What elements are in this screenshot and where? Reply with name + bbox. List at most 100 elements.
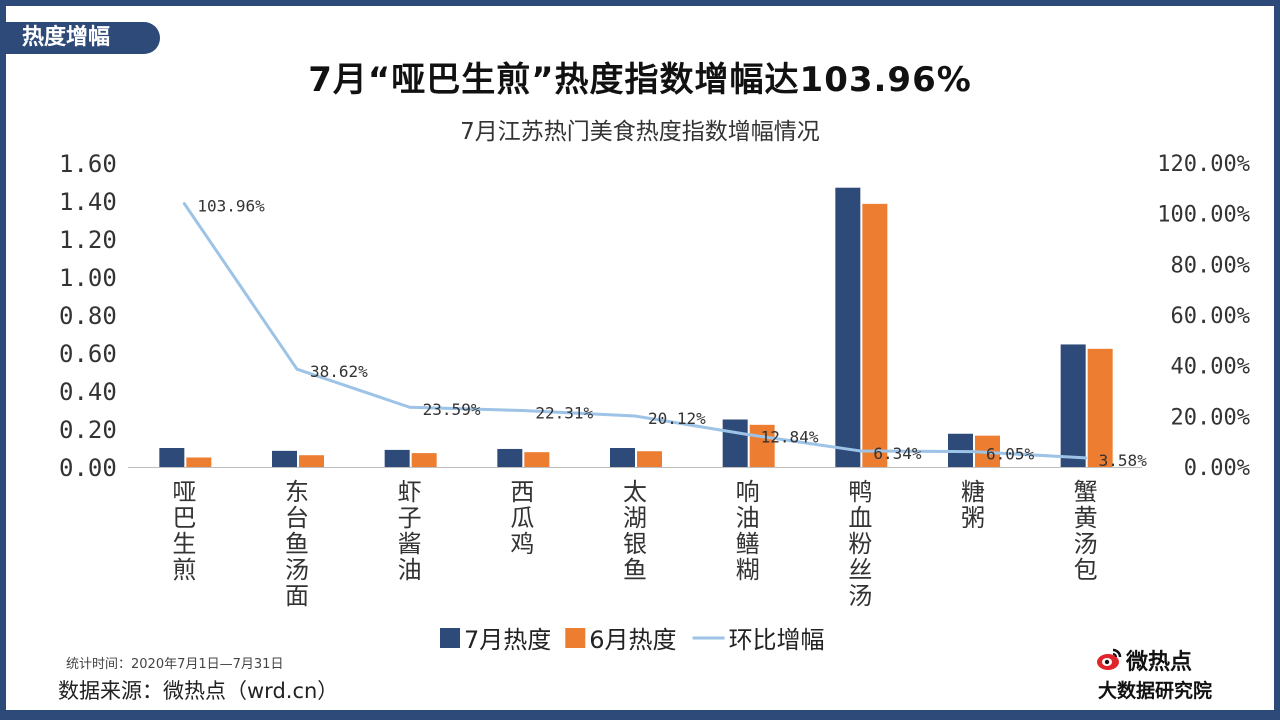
- growth-point: [1084, 456, 1088, 460]
- bar-july: [272, 450, 297, 467]
- chart-title: 7月江苏热门美食热度指数增幅情况: [460, 119, 820, 145]
- weibo-eye-icon: [1097, 648, 1122, 670]
- y-right-tick: 80.00%: [1171, 253, 1250, 278]
- brand-logo: 微热点 大数据研究院: [1096, 646, 1246, 702]
- y-left-tick: 0.20: [59, 416, 117, 444]
- bar-july: [497, 448, 523, 467]
- growth-data-label: 103.96%: [197, 197, 265, 216]
- x-tick-label-char: 粉: [848, 530, 872, 558]
- x-tick-label-char: 哑: [172, 478, 196, 506]
- y-right-tick: 100.00%: [1157, 203, 1250, 228]
- growth-data-label: 23.59%: [423, 400, 481, 419]
- y-right-tick: 0.00%: [1184, 456, 1250, 481]
- bar-july: [384, 449, 410, 467]
- data-source: 数据来源：微热点（wrd.cn）: [58, 679, 339, 703]
- growth-data-label: 20.12%: [648, 409, 706, 428]
- bar-july: [722, 419, 748, 467]
- growth-data-label: 38.62%: [310, 362, 368, 381]
- brand-name: 微热点: [1126, 650, 1193, 675]
- legend-label: 7月热度: [464, 626, 551, 654]
- legend-label: 环比增幅: [729, 626, 825, 654]
- y-right-tick: 60.00%: [1171, 304, 1250, 329]
- brand-top: 微热点: [1096, 646, 1193, 675]
- growth-point: [633, 414, 637, 418]
- y-left-tick: 0.60: [59, 340, 117, 368]
- y-left-tick: 1.20: [59, 226, 117, 254]
- bar-june: [862, 203, 888, 467]
- x-tick-label-char: 湖: [623, 504, 647, 532]
- y-right-tick: 120.00%: [1157, 152, 1250, 177]
- x-tick-label-char: 糖: [961, 478, 985, 506]
- x-tick-label-char: 东: [285, 478, 309, 506]
- x-tick-label-char: 巴: [172, 504, 196, 532]
- x-tick-label-char: 糊: [736, 556, 760, 584]
- growth-point: [182, 202, 186, 206]
- x-tick-label-char: 汤: [1074, 530, 1098, 558]
- growth-data-label: 22.31%: [535, 403, 593, 422]
- x-tick-label-char: 银: [623, 530, 647, 558]
- growth-point: [746, 432, 750, 436]
- y-left-tick: 0.00: [59, 454, 117, 482]
- x-tick-label-char: 丝: [848, 556, 872, 584]
- stat-period: 统计时间：2020年7月1日—7月31日: [66, 657, 284, 672]
- growth-point: [295, 367, 299, 371]
- x-tick-label-char: 面: [285, 582, 309, 610]
- growth-data-label: 6.05%: [986, 445, 1035, 464]
- x-tick-label-char: 生: [172, 530, 196, 558]
- growth-line: [183, 202, 1086, 460]
- main-title: 7月“哑巴生煎”热度指数增幅达103.96%: [308, 60, 972, 100]
- x-tick-label-char: 子: [398, 504, 422, 532]
- growth-data-label: 12.84%: [761, 427, 819, 446]
- x-tick-label-char: 鱼: [285, 530, 309, 558]
- x-tick-label-char: 汤: [848, 582, 872, 610]
- y-left-tick: 1.00: [59, 264, 117, 292]
- growth-data-label: 3.58%: [1099, 451, 1148, 470]
- x-tick-label-char: 粥: [961, 504, 985, 532]
- growth-data-label: 6.34%: [873, 444, 922, 463]
- y-left-tick: 1.40: [59, 188, 117, 216]
- growth-point: [520, 408, 524, 412]
- x-tick-label-char: 太: [623, 478, 647, 506]
- x-tick-label-char: 虾: [398, 478, 422, 506]
- x-tick-label-char: 蟹: [1074, 478, 1098, 506]
- x-tick-label-char: 黄: [1074, 504, 1098, 532]
- bar-june: [299, 455, 324, 467]
- x-tick-label-char: 鳝: [736, 530, 760, 558]
- x-tick-label-char: 煎: [172, 556, 196, 584]
- x-tick-label-char: 油: [398, 556, 422, 584]
- growth-point: [408, 405, 412, 409]
- y-right-tick: 20.00%: [1171, 405, 1250, 430]
- x-tick-label-char: 台: [285, 504, 309, 532]
- growth-point: [858, 449, 862, 453]
- brand-institute: 大数据研究院: [1098, 680, 1213, 702]
- bar-june: [749, 424, 775, 467]
- x-tick-label-char: 酱: [398, 530, 422, 558]
- y-left-tick: 0.80: [59, 302, 117, 330]
- bar-july: [835, 187, 861, 467]
- legend-label: 6月热度: [589, 626, 676, 654]
- x-tick-label-char: 鱼: [623, 556, 647, 584]
- bar-june: [186, 457, 212, 467]
- x-tick-label-char: 包: [1074, 556, 1098, 584]
- legend-swatch-june: [565, 628, 586, 648]
- x-tick-label-char: 瓜: [510, 504, 534, 532]
- bar-june: [524, 452, 550, 467]
- growth-point: [971, 450, 975, 454]
- x-tick-label-char: 响: [736, 478, 760, 506]
- x-tick-label-char: 血: [848, 504, 872, 532]
- x-tick-label-char: 汤: [285, 556, 309, 584]
- y-right-tick: 40.00%: [1171, 355, 1250, 380]
- section-tag: 热度增幅: [6, 22, 160, 54]
- x-tick-label-char: 油: [736, 504, 760, 532]
- y-left-tick: 0.40: [59, 378, 117, 406]
- bar-july: [159, 448, 185, 467]
- bar-july: [610, 448, 635, 467]
- bar-july: [1060, 344, 1086, 467]
- x-tick-label-char: 鸡: [510, 530, 534, 558]
- bar-june: [411, 453, 437, 467]
- x-tick-label-char: 西: [510, 478, 534, 506]
- bar-june: [637, 451, 662, 467]
- bar-june: [1087, 348, 1113, 467]
